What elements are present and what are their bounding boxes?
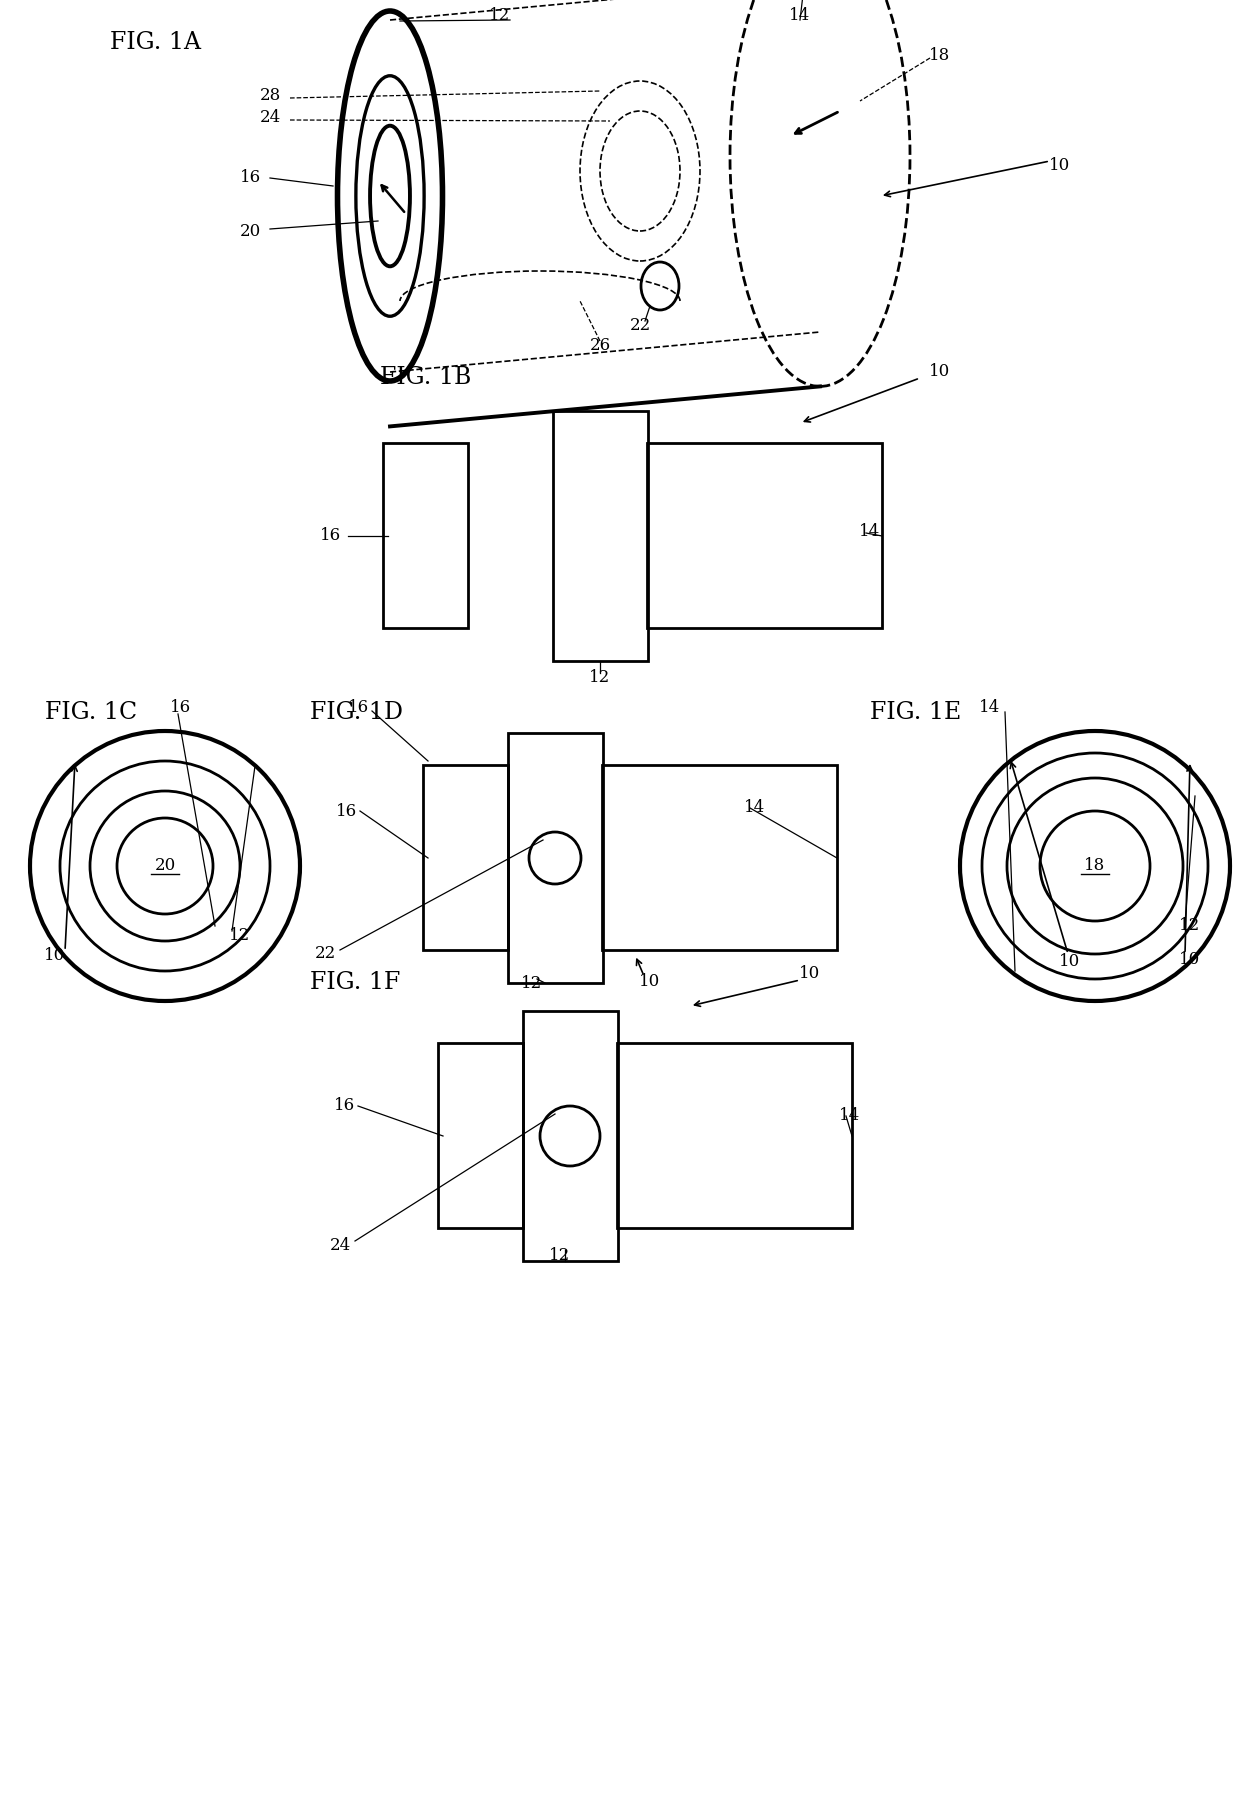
Text: 10: 10 [1049, 158, 1070, 174]
Text: 12: 12 [229, 928, 250, 944]
Text: 10: 10 [929, 363, 951, 380]
Ellipse shape [641, 262, 680, 311]
Text: 24: 24 [330, 1237, 351, 1255]
Text: 10: 10 [800, 966, 821, 982]
Text: FIG. 1D: FIG. 1D [310, 701, 403, 725]
Bar [553, 410, 649, 661]
Circle shape [117, 817, 213, 913]
Text: 12: 12 [549, 1248, 570, 1264]
Ellipse shape [370, 125, 410, 267]
Text: 12: 12 [589, 670, 610, 686]
Bar [523, 1012, 618, 1260]
Text: 14: 14 [790, 7, 811, 24]
Text: 10: 10 [1059, 953, 1080, 970]
Bar [438, 1042, 523, 1228]
Text: 16: 16 [320, 527, 341, 545]
Text: FIG. 1E: FIG. 1E [870, 701, 961, 725]
Text: 18: 18 [929, 47, 951, 65]
Text: 10: 10 [1179, 952, 1200, 968]
Text: 16: 16 [335, 1097, 356, 1115]
Text: 20: 20 [154, 857, 176, 875]
Bar [601, 765, 837, 950]
Text: 12: 12 [490, 7, 511, 24]
Text: FIG. 1C: FIG. 1C [45, 701, 138, 725]
Circle shape [1040, 812, 1149, 921]
Text: 16: 16 [170, 699, 191, 717]
Bar [618, 1042, 852, 1228]
Text: 12: 12 [1179, 917, 1200, 935]
Text: FIG. 1F: FIG. 1F [310, 972, 401, 993]
Text: 16: 16 [347, 699, 368, 717]
Text: 22: 22 [630, 318, 651, 334]
Circle shape [539, 1106, 600, 1166]
Bar [508, 734, 603, 982]
Text: FIG. 1A: FIG. 1A [110, 31, 201, 54]
Text: 28: 28 [259, 87, 280, 105]
Bar [423, 765, 508, 950]
Text: FIG. 1B: FIG. 1B [379, 367, 471, 389]
Bar [647, 443, 882, 628]
Circle shape [529, 832, 582, 884]
Text: 16: 16 [336, 803, 357, 819]
Text: 14: 14 [980, 699, 1001, 717]
Text: 14: 14 [859, 523, 880, 539]
Text: 14: 14 [744, 799, 765, 817]
Text: 14: 14 [839, 1108, 861, 1124]
Text: 18: 18 [1084, 857, 1106, 875]
Text: 24: 24 [259, 109, 280, 127]
Text: 22: 22 [315, 946, 336, 962]
Text: 16: 16 [239, 169, 260, 187]
Text: 10: 10 [640, 973, 661, 990]
Text: 26: 26 [589, 338, 610, 354]
Text: 12: 12 [521, 975, 543, 993]
Text: 20: 20 [239, 223, 260, 240]
Text: 10: 10 [45, 948, 66, 964]
Bar [383, 443, 467, 628]
